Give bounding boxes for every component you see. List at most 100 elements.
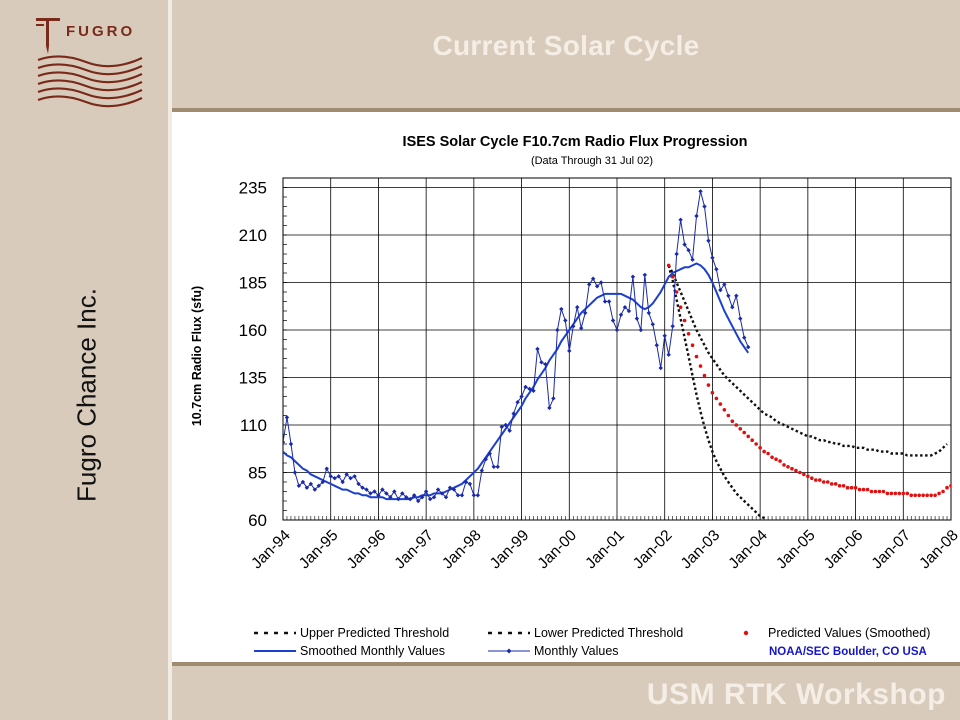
monthly-point [336, 474, 341, 479]
predicted-point [678, 305, 683, 309]
predicted-point [877, 489, 882, 494]
predicted-point [881, 489, 886, 494]
monthly-point [467, 481, 473, 487]
predicted-point [674, 290, 679, 294]
series-group [283, 189, 957, 520]
predicted-point [750, 438, 754, 443]
legend-lower-label: Lower Predicted Threshold [534, 626, 683, 640]
monthly-point [296, 483, 302, 488]
monthly-point [459, 493, 465, 498]
monthly-point [491, 464, 496, 469]
predicted-point [734, 423, 739, 427]
predicted-point [722, 408, 727, 412]
monthly-point [547, 405, 552, 411]
predicted-point [885, 491, 890, 496]
chart-panel: ISES Solar Cycle F10.7cm Radio Flux Prog… [172, 108, 960, 666]
monthly-point [706, 238, 711, 243]
y-tick-label: 210 [239, 226, 267, 245]
monthly-point [360, 485, 365, 490]
monthly-point [451, 487, 457, 492]
legend-credit: NOAA/SEC Boulder, CO USA [769, 646, 927, 658]
predicted-point [837, 484, 842, 488]
monthly-point [618, 312, 624, 317]
predicted-point [953, 480, 957, 484]
logo-text: FUGRO [66, 23, 135, 40]
x-tick-label: Jan-94 [248, 527, 294, 573]
monthly-point [435, 487, 441, 492]
monthly-point [551, 396, 556, 401]
monthly-point [364, 487, 369, 492]
monthly-point [594, 284, 600, 289]
predicted-point [845, 485, 850, 490]
monthly-point [543, 362, 548, 367]
y-tick-label: 60 [248, 511, 267, 530]
legend-monthly-marker [506, 648, 512, 654]
x-tick-label: Jan-08 [916, 527, 960, 573]
monthly-point [531, 388, 536, 393]
monthly-point [734, 293, 739, 298]
chart-title: ISES Solar Cycle F10.7cm Radio Flux Prog… [403, 134, 748, 150]
page-title: Current Solar Cycle [432, 30, 700, 61]
predicted-point [758, 446, 762, 450]
predicted-point [682, 318, 687, 323]
monthly-point [324, 466, 329, 471]
monthly-point [356, 481, 361, 487]
predicted-point [766, 451, 770, 456]
monthly-point [487, 451, 492, 456]
monthly-point [372, 489, 377, 494]
predicted-point [798, 470, 802, 475]
predicted-point [730, 419, 735, 424]
monthly-point [682, 242, 687, 247]
predicted-point [861, 487, 866, 492]
monthly-point [519, 394, 524, 399]
x-tick-label: Jan-02 [630, 527, 676, 573]
monthly-point [742, 335, 747, 340]
monthly-point [495, 464, 500, 469]
x-tick-label: Jan-01 [582, 527, 628, 573]
monthly-point [419, 495, 425, 500]
monthly-point [527, 386, 532, 392]
monthly-point [515, 400, 520, 405]
predicted-point [921, 493, 925, 498]
monthly-point [563, 318, 568, 323]
monthly-point [404, 495, 409, 500]
monthly-point [368, 491, 373, 496]
monthly-point [439, 491, 445, 496]
x-tick-label: Jan-00 [535, 527, 581, 573]
predicted-point [770, 455, 774, 460]
footer-title: USM RTK Workshop [646, 678, 946, 711]
monthly-point [738, 316, 743, 321]
footer-band [172, 666, 960, 720]
x-tick-label: Jan-07 [869, 527, 915, 573]
monthly-point [702, 204, 707, 209]
smoothed-line [283, 262, 750, 501]
predicted-point [702, 373, 707, 378]
header-band [172, 0, 960, 108]
predicted-point [833, 482, 838, 486]
predicted-point [929, 493, 933, 498]
predicted-point [925, 493, 929, 498]
predicted-point [786, 465, 790, 469]
x-tick-label: Jan-06 [821, 527, 867, 573]
monthly-point [348, 476, 353, 481]
monthly-point [690, 257, 695, 262]
monthly-point [288, 441, 294, 447]
predicted-point [949, 484, 951, 488]
x-tick-label: Jan-99 [487, 527, 533, 573]
monthly-point [400, 491, 405, 496]
x-tick-label: Jan-05 [773, 527, 819, 573]
monthly-point [722, 282, 727, 287]
predicted-point [897, 491, 902, 496]
y-tick-label: 235 [239, 179, 267, 198]
monthly-point [408, 496, 413, 502]
monthly-point [447, 485, 453, 490]
monthly-point [427, 496, 433, 502]
predicted-point [778, 459, 782, 463]
monthly-point [320, 479, 325, 485]
monthly-point [423, 489, 429, 494]
predicted-point [790, 466, 794, 471]
predicted-point [802, 472, 806, 477]
predicted-point [913, 493, 918, 498]
predicted-point [746, 434, 751, 439]
monthly-point [443, 495, 449, 500]
